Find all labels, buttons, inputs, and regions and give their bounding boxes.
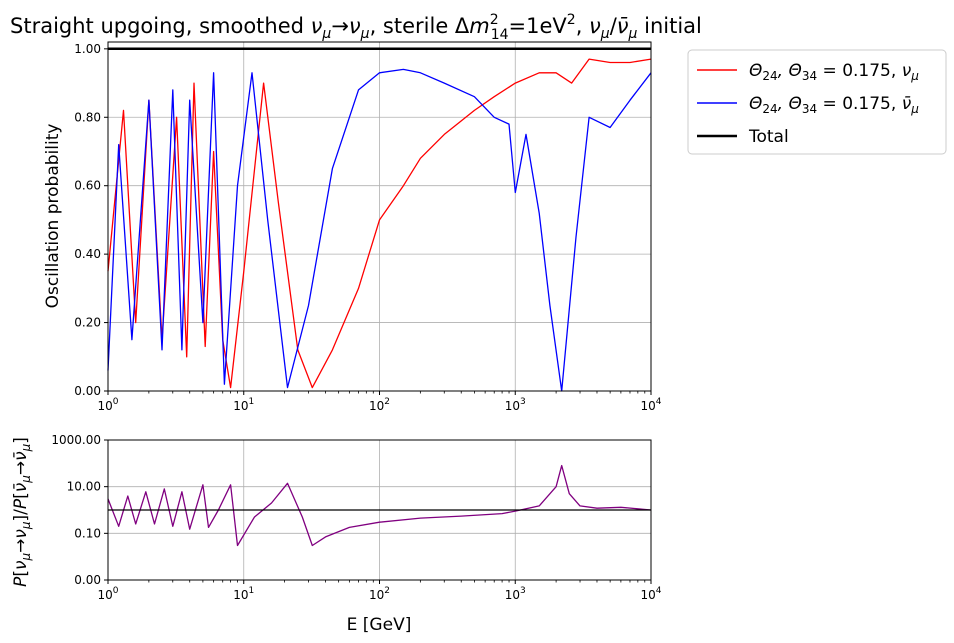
legend-label-nu: Θ24, Θ34 = 0.175, νμ xyxy=(749,61,919,83)
bot-y-tick-label: 10.00 xyxy=(67,480,101,494)
bottom-y-axis-label: P[νμ→νμ]/P[ν̄μ→ν̄μ] xyxy=(11,437,33,587)
bottom-series-group xyxy=(107,464,652,547)
top-y-tick-label: 0.40 xyxy=(74,247,101,261)
bot-x-tick-label: 103 xyxy=(505,586,526,602)
bot-x-tick-label: 104 xyxy=(640,586,661,602)
top-y-ticks: 0.00 0.20 0.40 0.60 0.80 1.00 xyxy=(74,42,108,398)
bot-x-tick-label: 101 xyxy=(233,586,254,602)
bottom-y-ticks: 0.00 0.10 10.00 1000.00 xyxy=(51,433,108,587)
top-x-tick-label: 104 xyxy=(640,397,661,413)
top-series-line-1 xyxy=(107,68,652,392)
top-series-line-0 xyxy=(107,58,652,389)
top-x-tick-label: 100 xyxy=(97,397,118,413)
bot-series-line-0 xyxy=(107,464,652,547)
top-panel: 0.00 0.20 0.40 0.60 0.80 1.00 100 101 102 103 104… xyxy=(43,41,662,413)
top-grid xyxy=(107,42,652,392)
bot-x-tick-label: 102 xyxy=(369,586,390,602)
bot-y-tick-label: 0.10 xyxy=(74,526,101,540)
top-x-ticks: 100 101 102 103 104 xyxy=(97,391,662,413)
legend-label-nubar: Θ24, Θ34 = 0.175, ν̄μ xyxy=(749,94,919,116)
top-x-tick-label: 101 xyxy=(233,397,254,413)
top-y-tick-label: 1.00 xyxy=(74,42,101,56)
top-series-group xyxy=(107,47,652,392)
top-y-axis-label: Oscillation probability xyxy=(43,124,63,309)
top-x-tick-label: 103 xyxy=(505,397,526,413)
bot-x-tick-label: 100 xyxy=(97,586,118,602)
x-axis-label: E [GeV] xyxy=(347,615,412,635)
legend-label-total: Total xyxy=(748,127,789,147)
legend: Θ24, Θ34 = 0.175, νμ Θ24, Θ34 = 0.175, ν… xyxy=(687,49,947,155)
top-y-tick-label: 0.60 xyxy=(74,179,101,193)
bot-y-tick-label: 1000.00 xyxy=(51,433,101,447)
bottom-x-ticks: 100 101 102 103 104 xyxy=(97,580,662,602)
top-y-tick-label: 0.00 xyxy=(74,384,101,398)
top-y-tick-label: 0.80 xyxy=(74,110,101,124)
bot-y-tick-label: 0.00 xyxy=(74,573,101,587)
top-x-tick-label: 102 xyxy=(369,397,390,413)
top-y-tick-label: 0.20 xyxy=(74,316,101,330)
chart-title: Straight upgoing, smoothed νμ→νμ, steril… xyxy=(10,12,702,43)
bottom-panel: 0.00 0.10 10.00 1000.00 100 101 102 103 104 E [… xyxy=(11,433,662,635)
legend-box xyxy=(687,49,947,155)
